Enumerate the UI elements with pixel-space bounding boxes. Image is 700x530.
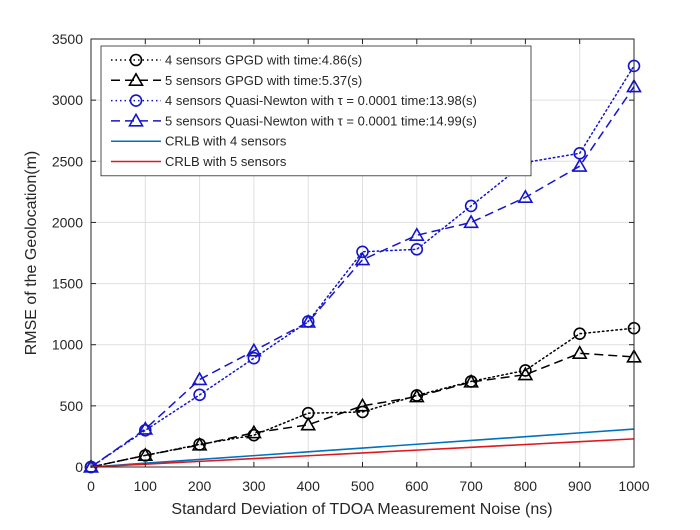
axis-ticks: 0 100 200 300 400 500 600 700 800 900 1000 0 500 1000… — [52, 31, 650, 494]
legend-entry: 4 sensors Quasi-Newton with τ = 0.0001 t… — [111, 93, 477, 108]
data-point — [191, 436, 208, 451]
y-tick-label: 3500 — [52, 31, 83, 47]
data-point — [356, 405, 369, 419]
x-tick-label: 300 — [242, 478, 266, 494]
series-group — [83, 59, 642, 474]
series-line — [90, 327, 635, 468]
data-point — [463, 214, 479, 229]
data-point — [356, 245, 369, 259]
x-tick-label: 500 — [351, 478, 375, 494]
data-point — [191, 371, 208, 386]
data-point — [464, 199, 478, 213]
y-tick-label: 2500 — [52, 153, 83, 169]
legend-label: 4 sensors GPGD with time:4.86(s) — [165, 53, 362, 68]
data-point — [193, 388, 206, 402]
y-tick-label: 2000 — [52, 214, 83, 230]
legend-marker — [129, 53, 143, 67]
data-point — [300, 313, 317, 328]
x-tick-label: 0 — [87, 478, 95, 494]
data-point — [517, 189, 534, 204]
y-tick-label: 1500 — [52, 276, 83, 292]
data-point — [410, 243, 424, 256]
series-2 — [83, 345, 642, 473]
x-axis-label: Standard Deviation of TDOA Measurement N… — [171, 501, 552, 518]
x-tick-label: 200 — [188, 478, 212, 494]
series-line — [90, 86, 635, 468]
x-tick-label: 700 — [459, 478, 483, 494]
x-tick-label: 800 — [514, 478, 538, 494]
legend-entry: CRLB with 5 sensors — [111, 154, 287, 169]
data-point — [408, 227, 425, 241]
data-point — [300, 416, 317, 431]
legend-label: 5 sensors Quasi-Newton with τ = 0.0001 t… — [165, 113, 477, 128]
data-point — [139, 424, 152, 437]
y-tick-label: 1000 — [52, 337, 83, 353]
legend-label: CRLB with 4 sensors — [165, 134, 287, 149]
legend-entry: 4 sensors GPGD with time:4.86(s) — [111, 53, 362, 68]
data-point — [137, 420, 154, 435]
series-line — [90, 352, 635, 468]
legend-entry: CRLB with 4 sensors — [111, 134, 287, 149]
legend-marker — [129, 94, 143, 107]
data-point — [463, 373, 479, 388]
legend-label: 4 sensors Quasi-Newton with τ = 0.0001 t… — [165, 93, 477, 108]
legend-label: CRLB with 5 sensors — [165, 154, 287, 169]
data-point — [247, 351, 261, 365]
series-line — [90, 65, 635, 468]
x-tick-label: 1000 — [618, 478, 649, 494]
legend-box — [100, 45, 532, 177]
data-point — [246, 424, 262, 439]
data-point — [354, 251, 371, 266]
legend-label: 5 sensors GPGD with time:5.37(s) — [165, 73, 362, 88]
data-point — [408, 388, 425, 403]
series-5 — [90, 428, 635, 468]
data-point — [571, 158, 588, 172]
legend-entry: 5 sensors GPGD with time:5.37(s) — [111, 72, 362, 88]
series-line — [90, 438, 635, 468]
data-point — [519, 364, 532, 377]
data-point — [137, 447, 154, 462]
legend-entry: 5 sensors Quasi-Newton with τ = 0.0001 t… — [111, 112, 477, 128]
legend-marker — [128, 112, 144, 127]
y-tick-label: 3000 — [52, 92, 83, 108]
legend-marker — [128, 72, 144, 86]
x-tick-label: 900 — [568, 478, 592, 494]
y-axis-label: RMSE of the Geolocation(m) — [23, 151, 40, 356]
series-line — [90, 428, 635, 468]
data-point — [571, 345, 588, 359]
x-tick-label: 600 — [405, 478, 429, 494]
y-tick-label: 0 — [75, 459, 83, 475]
data-point — [573, 327, 587, 341]
data-point — [246, 342, 262, 357]
y-tick-label: 500 — [60, 398, 84, 414]
data-point — [354, 397, 371, 412]
x-tick-label: 100 — [134, 478, 158, 494]
x-tick-label: 400 — [297, 478, 321, 494]
series-6 — [90, 438, 635, 468]
data-point — [517, 366, 534, 381]
legend: 4 sensors GPGD with time:4.86(s) 5 sensor… — [100, 45, 532, 177]
